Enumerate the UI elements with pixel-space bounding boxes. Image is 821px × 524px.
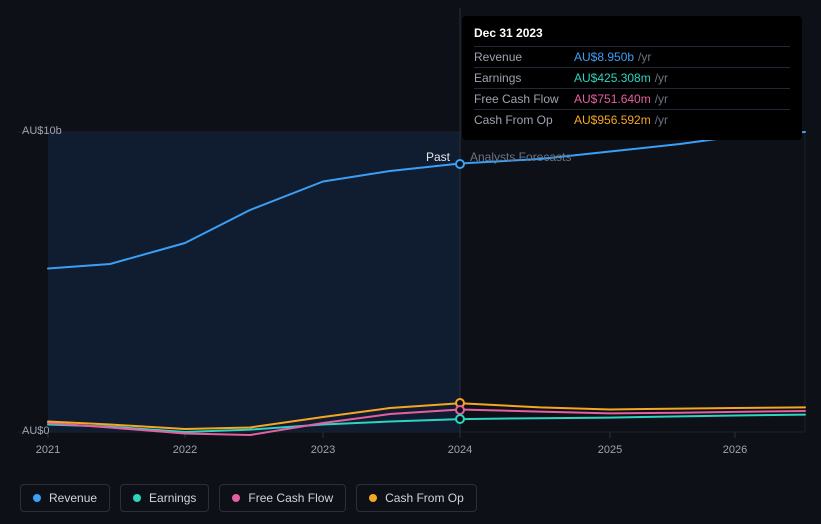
tooltip-row-unit: /yr [638, 50, 651, 64]
tooltip-row: EarningsAU$425.308m/yr [474, 67, 790, 88]
legend-dot-icon [133, 494, 141, 502]
legend-item-label: Revenue [49, 491, 97, 505]
x-axis-tick-label: 2024 [448, 444, 472, 456]
forecast-label: Analysts Forecasts [470, 150, 571, 164]
y-axis-tick-label: AU$10b [22, 125, 62, 137]
past-label: Past [426, 150, 450, 164]
tooltip-date: Dec 31 2023 [474, 26, 790, 40]
legend-item[interactable]: Free Cash Flow [219, 484, 346, 512]
tooltip-row: Free Cash FlowAU$751.640m/yr [474, 88, 790, 109]
legend-item-label: Free Cash Flow [248, 491, 333, 505]
chart-legend: Revenue Earnings Free Cash Flow Cash From O… [20, 484, 477, 512]
tooltip-row-value: AU$8.950b [574, 50, 634, 64]
x-axis-tick-label: 2025 [598, 444, 622, 456]
series-marker [455, 405, 465, 415]
legend-dot-icon [232, 494, 240, 502]
chart-tooltip: Dec 31 2023 RevenueAU$8.950b/yrEarningsA… [462, 16, 802, 140]
x-axis-tick-label: 2026 [723, 444, 747, 456]
series-marker [455, 414, 465, 424]
tooltip-row-unit: /yr [655, 71, 668, 85]
legend-item[interactable]: Cash From Op [356, 484, 477, 512]
legend-item-label: Earnings [149, 491, 196, 505]
legend-dot-icon [369, 494, 377, 502]
financial-forecast-chart: AU$10b AU$0 2021 2022 2023 2024 2025 2026 Past… [0, 0, 821, 524]
x-axis-tick-label: 2022 [173, 444, 197, 456]
legend-item-label: Cash From Op [385, 491, 464, 505]
x-axis-tick-label: 2023 [311, 444, 335, 456]
legend-item[interactable]: Revenue [20, 484, 110, 512]
x-axis-tick-label: 2021 [36, 444, 60, 456]
tooltip-row-label: Free Cash Flow [474, 92, 574, 106]
tooltip-row-label: Earnings [474, 71, 574, 85]
tooltip-row-label: Cash From Op [474, 113, 574, 127]
series-marker [455, 159, 465, 169]
tooltip-row-value: AU$751.640m [574, 92, 651, 106]
tooltip-row-unit: /yr [655, 113, 668, 127]
tooltip-row-unit: /yr [655, 92, 668, 106]
y-axis-tick-label: AU$0 [22, 425, 50, 437]
legend-dot-icon [33, 494, 41, 502]
legend-item[interactable]: Earnings [120, 484, 209, 512]
tooltip-row: Cash From OpAU$956.592m/yr [474, 109, 790, 130]
tooltip-row-value: AU$425.308m [574, 71, 651, 85]
tooltip-row-value: AU$956.592m [574, 113, 651, 127]
tooltip-row-label: Revenue [474, 50, 574, 64]
tooltip-row: RevenueAU$8.950b/yr [474, 46, 790, 67]
